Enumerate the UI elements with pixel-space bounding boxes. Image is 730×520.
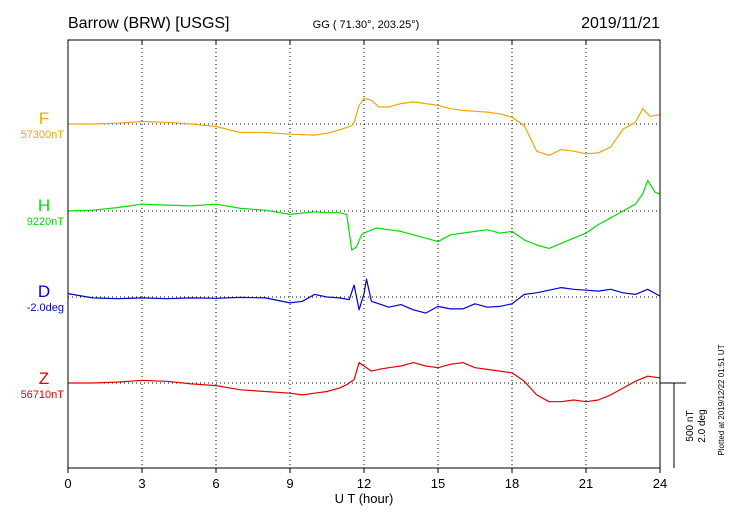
series-name-h: H xyxy=(38,196,50,215)
x-axis-label: U T (hour) xyxy=(335,491,394,506)
x-tick-label: 9 xyxy=(286,476,293,491)
series-name-f: F xyxy=(39,109,49,128)
x-tick-label: 6 xyxy=(212,476,219,491)
series-name-d: D xyxy=(38,282,50,301)
date-label: 2019/11/21 xyxy=(581,15,660,32)
series-line-z xyxy=(68,362,661,403)
series-baseline-label-d: -2.0deg xyxy=(27,302,64,314)
series-baseline-label-h: 9220nT xyxy=(27,216,65,228)
grid-lines xyxy=(68,40,660,468)
x-tick-label: 12 xyxy=(357,476,371,491)
series-lines xyxy=(67,97,661,403)
series-baseline-label-f: 57300nT xyxy=(21,129,65,141)
scale-bar: 500 nT 2.0 deg xyxy=(660,382,708,468)
x-tick-label: 24 xyxy=(653,476,667,491)
series-line-f xyxy=(68,97,661,156)
scale-deg-label: 2.0 deg xyxy=(697,409,708,442)
series-line-d xyxy=(67,278,661,314)
plotted-note: Plotted at 2019/12/22 01:51 UT xyxy=(717,344,726,455)
series-line-h xyxy=(67,179,661,251)
x-tick-label: 0 xyxy=(64,476,71,491)
x-tick-label: 15 xyxy=(431,476,445,491)
scale-nt-label: 500 nT xyxy=(685,410,696,441)
x-tick-label: 21 xyxy=(579,476,593,491)
station-title: Barrow (BRW) [USGS] xyxy=(68,15,230,32)
series-baseline-label-z: 56710nT xyxy=(21,389,65,401)
x-axis-ticks: 0 3 6 9 12 15 18 21 24 xyxy=(64,40,667,491)
series-name-z: Z xyxy=(39,369,49,388)
coordinates-label: GG ( 71.30°, 203.25°) xyxy=(313,19,420,31)
x-tick-label: 3 xyxy=(138,476,145,491)
x-tick-label: 18 xyxy=(505,476,519,491)
